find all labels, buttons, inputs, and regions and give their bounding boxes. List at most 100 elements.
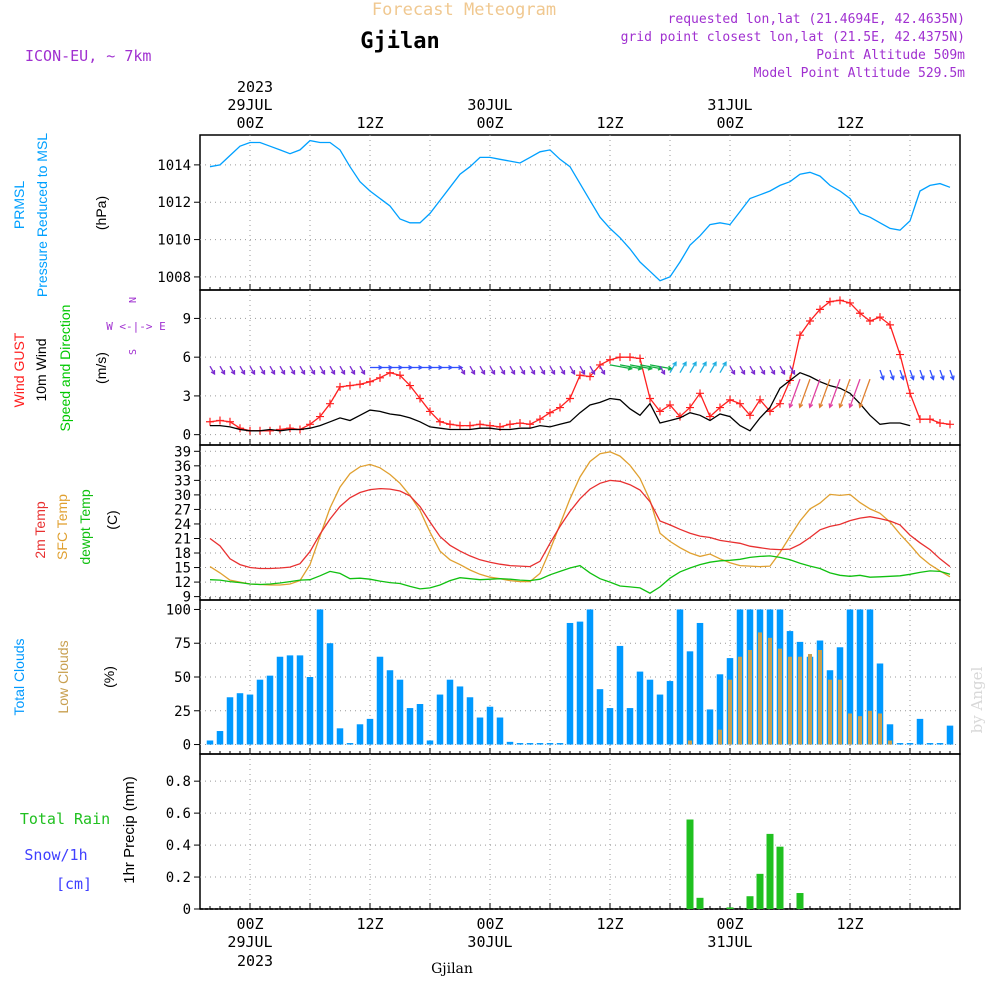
low-cloud-bar bbox=[838, 679, 842, 745]
total-cloud-bar bbox=[296, 655, 304, 745]
gridpoint-coords: grid point closest lon,lat (21.5E, 42.43… bbox=[621, 30, 965, 45]
wind-unit-label: (m/s) bbox=[93, 352, 109, 384]
requested-coords: requested lon,lat (21.4694E, 42.4635N) bbox=[668, 12, 965, 27]
wind-direction-arrow bbox=[579, 365, 586, 375]
footer-location: Gjilan bbox=[431, 961, 473, 977]
wind-direction-arrowhead bbox=[722, 361, 727, 367]
model-altitude: Model Point Altitude 529.5m bbox=[754, 66, 965, 81]
total-cloud-bar bbox=[626, 708, 634, 745]
wind-direction-arrow bbox=[709, 361, 717, 373]
total-cloud-bar bbox=[256, 679, 264, 745]
total-cloud-bar bbox=[926, 743, 934, 745]
total-cloud-bar bbox=[846, 609, 854, 745]
low-cloud-bar bbox=[828, 679, 832, 745]
temp-ytick-label: 15 bbox=[174, 561, 191, 577]
rain-bar bbox=[696, 897, 704, 909]
temp-ytick-label: 21 bbox=[174, 531, 191, 547]
gust-marker bbox=[706, 412, 714, 421]
bottom-year-label: 2023 bbox=[237, 952, 273, 970]
total-cloud-bar bbox=[276, 656, 284, 745]
wind-direction-arrowhead bbox=[808, 403, 814, 409]
wind-direction-arrow bbox=[359, 365, 366, 375]
wind-direction-arrow bbox=[729, 365, 736, 375]
wind-direction-arrow bbox=[239, 365, 246, 375]
gust-marker bbox=[406, 381, 414, 390]
precip-unit-label: 1hr Precip (mm) bbox=[121, 776, 138, 884]
gust-marker bbox=[596, 360, 604, 369]
low-cloud-bar bbox=[808, 654, 812, 745]
dewpt-line bbox=[209, 555, 951, 594]
gust-marker bbox=[466, 421, 474, 430]
gust-marker bbox=[776, 399, 784, 408]
wind-direction-arrow bbox=[479, 365, 486, 375]
total-cloud-bar bbox=[716, 674, 724, 745]
wind-direction-arrow bbox=[639, 364, 662, 370]
gust-marker bbox=[386, 368, 394, 377]
wind-direction-arrow bbox=[509, 365, 516, 375]
precip-ytick-label: 0 bbox=[183, 902, 191, 918]
wind-direction-arrowhead bbox=[919, 375, 925, 381]
total-cloud-bar bbox=[696, 622, 704, 745]
gust-marker bbox=[876, 313, 884, 322]
total-cloud-bar bbox=[236, 693, 244, 745]
wind-direction-arrow bbox=[809, 378, 821, 408]
gust-marker bbox=[286, 424, 294, 433]
gust-marker bbox=[626, 353, 634, 362]
wind-direction-arrowhead bbox=[660, 369, 666, 376]
wind-direction-arrowhead bbox=[310, 369, 316, 376]
gust-marker bbox=[306, 420, 314, 429]
wind-direction-arrow bbox=[759, 365, 766, 375]
wind-direction-arrow bbox=[889, 369, 895, 380]
total-cloud-bar bbox=[416, 704, 424, 745]
total-cloud-bar bbox=[226, 697, 234, 745]
gust-marker bbox=[546, 408, 554, 417]
bottom-day-label: 29JUL bbox=[227, 933, 272, 951]
wind-direction-arrowhead bbox=[740, 369, 746, 376]
wind-direction-arrowhead bbox=[270, 369, 276, 376]
wind-direction-arrowhead bbox=[300, 369, 306, 376]
wind-direction-arrow bbox=[549, 365, 556, 375]
sfc-temp-line bbox=[209, 451, 951, 586]
total-cloud-bar bbox=[656, 694, 664, 745]
gust-marker bbox=[646, 394, 654, 403]
panels: 1014101210101008963039363330272421181512… bbox=[11, 133, 961, 918]
wind-direction-arrowhead bbox=[350, 369, 356, 376]
gust-marker bbox=[516, 419, 524, 428]
wind-direction-arrow bbox=[629, 364, 652, 370]
total-cloud-bar bbox=[586, 609, 594, 745]
wind-direction-arrowhead bbox=[360, 369, 366, 376]
wind-direction-arrow bbox=[929, 369, 935, 380]
wind-direction-arrowhead bbox=[540, 369, 546, 376]
total-cloud-bar bbox=[856, 609, 864, 745]
wind-direction-arrowhead bbox=[788, 403, 794, 409]
temp-2m-line bbox=[209, 479, 951, 570]
low-cloud-bar bbox=[878, 713, 882, 745]
wind-direction-arrowhead bbox=[818, 403, 824, 409]
wind-direction-arrow bbox=[299, 365, 306, 375]
pressure-line bbox=[209, 139, 951, 282]
wind-direction-arrowhead bbox=[320, 369, 326, 376]
wind-direction-arrow bbox=[799, 378, 811, 408]
gust-marker bbox=[936, 419, 944, 428]
wind-direction-arrowhead bbox=[672, 361, 677, 367]
total-cloud-bar bbox=[516, 743, 524, 745]
wind-direction-arrow bbox=[699, 361, 707, 373]
gust-marker bbox=[816, 305, 824, 314]
rain-bar bbox=[686, 819, 694, 909]
gust-marker bbox=[696, 389, 704, 398]
gust-marker bbox=[796, 331, 804, 340]
low-cloud-bar bbox=[858, 716, 862, 745]
wind-direction-arrowhead bbox=[889, 375, 895, 381]
wind-direction-arrow bbox=[259, 365, 266, 375]
bottom-hour-label: 12Z bbox=[356, 915, 383, 933]
location-title: Gjilan bbox=[360, 29, 439, 54]
low-cloud-bar bbox=[868, 710, 872, 745]
bottom-day-label: 31JUL bbox=[707, 933, 752, 951]
low-cloud-bar bbox=[888, 740, 892, 745]
model-name: ICON-EU, ~ 7km bbox=[25, 47, 151, 65]
wind-direction-arrow bbox=[789, 378, 801, 408]
gust-marker bbox=[436, 417, 444, 426]
wind-ytick-label: 3 bbox=[183, 389, 191, 405]
rain-bar bbox=[776, 846, 784, 909]
